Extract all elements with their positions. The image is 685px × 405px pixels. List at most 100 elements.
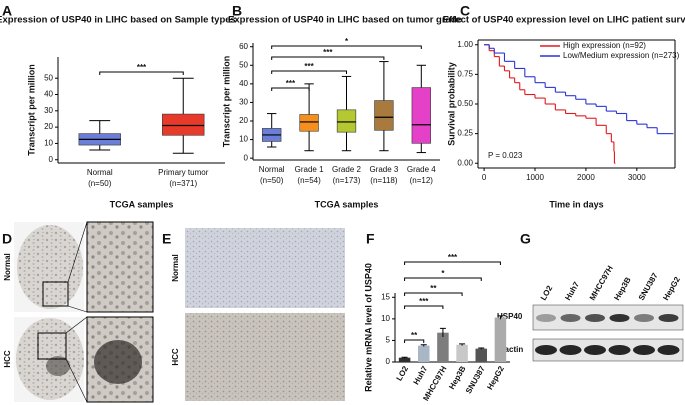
- stain: [94, 340, 142, 384]
- blot-band: [634, 314, 654, 322]
- significance-bracket: [404, 339, 425, 343]
- significance-bracket: [404, 261, 501, 265]
- box: [411, 87, 431, 144]
- box: [299, 114, 319, 132]
- significance-bracket: [99, 71, 184, 75]
- panel-letter: D: [2, 231, 12, 247]
- y-tick-label: 10: [239, 135, 248, 144]
- panel-letter: E: [162, 231, 171, 247]
- lane-label: Hep3B: [612, 275, 633, 302]
- x-tick-label: 1000: [526, 173, 544, 182]
- panel-letter: F: [366, 231, 375, 247]
- y-tick-label: 30: [239, 98, 248, 107]
- significance-label: ***: [419, 297, 429, 306]
- panel-d: D Normal HCC: [2, 221, 154, 403]
- panel-letter: A: [2, 3, 12, 19]
- zoom-line: [67, 305, 88, 313]
- significance-label: *: [345, 37, 349, 46]
- chart-title: Effect of USP40 expression level on LIHC…: [443, 15, 685, 26]
- x-tick-label: Normal: [259, 165, 285, 174]
- x-tick-label: Grade 4: [407, 165, 436, 174]
- y-tick-label: 40: [44, 90, 53, 99]
- blot-band: [585, 314, 605, 322]
- y-tick-label: 20: [44, 122, 53, 131]
- significance-bracket: [271, 45, 422, 49]
- stain: [46, 356, 70, 376]
- x-tick-label: 2000: [577, 173, 595, 182]
- zoom-line: [65, 316, 88, 334]
- y-axis-title: Relative mRNA level of USP40: [363, 263, 373, 392]
- significance-bracket: [271, 87, 310, 91]
- significance-label: ***: [304, 62, 314, 71]
- y-tick-label: 0.25: [457, 129, 473, 138]
- blot-band: [658, 314, 679, 322]
- y-tick-label: 20: [239, 116, 248, 125]
- lane-label: SNU387: [637, 271, 660, 302]
- blot-band: [584, 345, 606, 355]
- zoom-line: [67, 221, 88, 283]
- blot-band: [560, 314, 581, 322]
- x-tick-label: LO2: [395, 364, 411, 382]
- tissue-core: [17, 225, 83, 309]
- x-tick-label: Primary tumor: [158, 168, 209, 177]
- bar: [418, 345, 430, 362]
- y-tick-label: 0.50: [457, 99, 473, 108]
- blot-strip: [532, 304, 684, 331]
- row-label: Normal: [3, 253, 12, 281]
- y-tick-label: 40: [239, 79, 248, 88]
- chart-title: Expression of USP40 in LIHC based on Sam…: [0, 15, 236, 26]
- panel-letter: G: [520, 231, 531, 247]
- blot-band: [657, 345, 680, 355]
- x-axis-title: Time in days: [549, 199, 603, 209]
- x-tick-label: Grade 3: [369, 165, 398, 174]
- row-label: Normal: [171, 254, 180, 282]
- x-axis-title: TCGA samples: [110, 199, 174, 209]
- x-tick-label: Huh7: [412, 364, 430, 386]
- panel-letter: C: [460, 3, 470, 19]
- y-tick-label: 0: [244, 153, 249, 162]
- y-tick-label: 50: [239, 60, 248, 69]
- blot-band: [608, 345, 631, 355]
- y-tick-label: 1.00: [457, 40, 473, 49]
- y-tick-label: 50: [44, 73, 53, 82]
- x-tick-label: 0: [482, 173, 487, 182]
- y-tick-label: 10: [381, 314, 390, 323]
- chart-title: Expression of USP40 in LIHC based on tum…: [228, 15, 462, 26]
- blot-band: [633, 345, 655, 355]
- row-label: USP40: [497, 312, 523, 321]
- panel-letter: B: [232, 3, 242, 19]
- y-tick-label: 0.00: [457, 158, 473, 167]
- x-tick-label: Normal: [87, 168, 113, 177]
- significance-label: ***: [448, 253, 458, 262]
- blot-band: [609, 314, 630, 322]
- y-tick-label: 0: [49, 155, 54, 164]
- legend-label: Low/Medium expression (n=273): [563, 51, 680, 60]
- lane-label: HepG2: [661, 275, 682, 302]
- n-label: (n=50): [88, 179, 112, 188]
- box: [336, 109, 357, 133]
- x-tick-label: Grade 1: [295, 165, 324, 174]
- ihc-image: [185, 313, 345, 401]
- y-tick-label: 0: [386, 357, 391, 366]
- zoom-box: [37, 332, 67, 360]
- n-label: (n=371): [169, 179, 197, 188]
- zoom-image: [86, 221, 154, 313]
- significance-bracket: [271, 70, 347, 74]
- lane-label: Huh7: [563, 280, 581, 302]
- significance-bracket: [404, 277, 482, 281]
- y-tick-label: 10: [44, 139, 53, 148]
- zoom-line: [65, 358, 88, 403]
- lane-label: LO2: [539, 284, 555, 302]
- significance-bracket: [404, 292, 463, 296]
- significance-label: ***: [137, 63, 147, 72]
- blot-band: [535, 345, 557, 355]
- row-label: HCC: [3, 350, 12, 368]
- n-label: (n=118): [370, 176, 398, 185]
- ihc-image: [185, 228, 345, 308]
- y-tick-label: 15: [381, 292, 390, 301]
- n-label: (n=50): [260, 176, 284, 185]
- y-tick-label: 0.75: [457, 69, 473, 78]
- y-tick-label: 30: [44, 106, 53, 115]
- box: [162, 113, 205, 136]
